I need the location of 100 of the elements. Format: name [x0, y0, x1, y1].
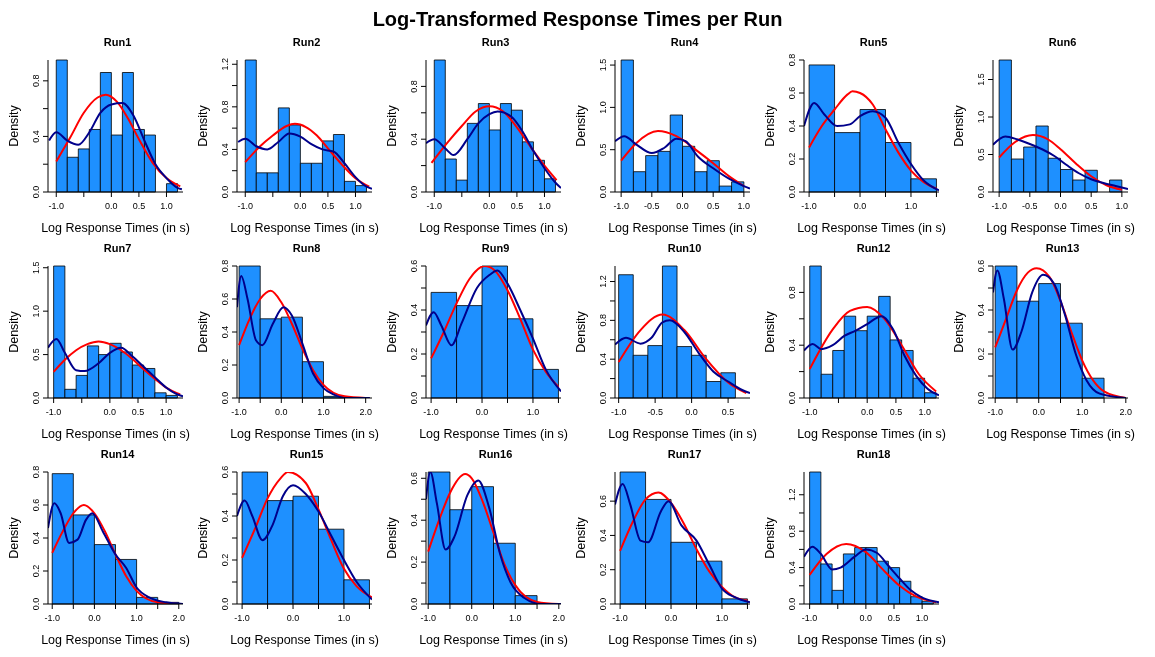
y-tick-label: 0.0	[598, 597, 608, 611]
x-tick-label: 0.0	[105, 201, 118, 211]
x-tick-label: -1.0	[237, 201, 254, 211]
y-tick-label: 0.5	[598, 143, 608, 156]
x-tick-label: 2.0	[359, 407, 372, 417]
y-tick-label: 0.6	[409, 472, 419, 485]
x-tick-label: 0.0	[465, 613, 478, 623]
x-tick-label: 0.0	[103, 407, 117, 417]
y-tick-label: 0.8	[787, 524, 797, 538]
x-tick-label: 1.0	[130, 613, 143, 623]
x-axis-title: Log Response Times (in s)	[986, 427, 1135, 441]
y-axis-title: Density	[574, 516, 588, 559]
x-tick-label: 0.0	[664, 613, 678, 623]
y-tick-label: 0.0	[976, 185, 986, 199]
chart-title: Run9	[480, 242, 511, 256]
x-tick-label: 0.5	[1084, 201, 1098, 211]
chart-title: Run6	[1047, 36, 1078, 50]
y-tick-label: 0.8	[787, 53, 797, 67]
y-tick-label: 0.4	[598, 352, 608, 366]
chart-title: Run3	[480, 36, 511, 50]
x-tick-label: 0.5	[887, 613, 901, 623]
x-axis-title: Log Response Times (in s)	[41, 427, 190, 441]
y-tick-label: 0.4	[220, 325, 230, 339]
y-tick-label: 0.2	[409, 347, 419, 361]
x-axis-title: Log Response Times (in s)	[608, 221, 757, 235]
x-tick-label: -1.0	[44, 613, 60, 623]
chart-title: Run16	[477, 448, 514, 462]
x-tick-label: -1.0	[991, 201, 1007, 211]
y-axis-title: Density	[574, 310, 588, 353]
y-tick-label: 0.4	[409, 303, 419, 317]
y-tick-label: 0.8	[220, 100, 230, 114]
x-tick-label: 0.0	[475, 407, 489, 417]
y-tick-label: 1.0	[31, 304, 41, 318]
x-tick-label: 1.0	[715, 613, 729, 623]
y-axis-title: Density	[952, 310, 966, 353]
y-tick-label: 1.5	[31, 261, 41, 274]
x-tick-label: 0.5	[131, 407, 145, 417]
y-tick-label: 0.6	[31, 498, 41, 512]
y-tick-label: 1.5	[598, 58, 608, 72]
x-tick-label: -0.5	[647, 407, 663, 417]
y-tick-label: 0.0	[220, 185, 230, 199]
x-axis-title: Log Response Times (in s)	[419, 427, 568, 441]
x-axis-title: Log Response Times (in s)	[41, 221, 190, 235]
y-tick-label: 0.0	[220, 391, 230, 405]
y-tick-label: 0.4	[220, 509, 230, 523]
x-tick-label: -1.0	[234, 613, 250, 623]
x-tick-label: 1.0	[915, 613, 929, 623]
y-tick-label: 0.8	[31, 465, 41, 479]
y-axis-title: Density	[7, 310, 21, 353]
x-tick-label: 2.0	[552, 613, 566, 623]
x-tick-label: 1.0	[737, 201, 751, 211]
chart-title: Run14	[99, 448, 136, 462]
y-axis-title: Density	[196, 516, 210, 559]
y-tick-label: 0.0	[31, 185, 41, 199]
x-tick-label: 1.0	[509, 613, 522, 623]
chart-title: Run15	[288, 448, 325, 462]
chart-title: Run13	[1044, 242, 1081, 256]
x-tick-label: 2.0	[172, 613, 186, 623]
y-tick-label: 0.0	[220, 597, 230, 611]
x-axis-title: Log Response Times (in s)	[608, 633, 757, 647]
x-tick-label: 1.0	[160, 201, 173, 211]
y-tick-label: 0.5	[976, 148, 986, 161]
x-tick-label: 0.5	[706, 201, 720, 211]
y-tick-label: 0.5	[31, 348, 41, 361]
x-tick-label: 0.0	[286, 613, 300, 623]
y-axis-title: Density	[763, 516, 777, 559]
x-tick-label: 0.0	[685, 407, 698, 417]
y-tick-label: 0.4	[598, 529, 608, 542]
x-tick-label: -1.0	[48, 201, 65, 211]
y-axis-title: Density	[952, 104, 966, 147]
x-tick-label: 0.5	[889, 407, 903, 417]
y-tick-label: 0.0	[31, 391, 41, 405]
y-tick-label: 0.8	[787, 286, 797, 299]
x-tick-label: -1.0	[987, 407, 1003, 417]
chart-title: Run2	[291, 36, 322, 50]
y-axis-title: Density	[385, 104, 399, 147]
x-tick-label: 0.0	[853, 201, 867, 211]
y-axis-title: Density	[574, 104, 588, 147]
x-tick-label: 1.0	[159, 407, 173, 417]
y-tick-label: 0.2	[409, 555, 419, 569]
x-tick-label: -1.0	[801, 613, 818, 623]
x-tick-label: 1.0	[317, 407, 330, 417]
x-tick-label: 1.0	[337, 613, 351, 623]
chart-title: Run4	[669, 36, 700, 50]
chart-title: Run12	[855, 242, 892, 256]
x-tick-label: 0.0	[859, 613, 873, 623]
x-axis-title: Log Response Times (in s)	[230, 427, 379, 441]
y-axis-title: Density	[7, 516, 21, 559]
text: Log-Transformed Response Times per Run	[371, 8, 784, 31]
y-tick-label: 0.6	[787, 86, 797, 100]
chart-title: Run5	[858, 36, 889, 50]
x-axis-title: Log Response Times (in s)	[41, 633, 190, 647]
y-tick-label: 0.6	[220, 292, 230, 306]
y-tick-label: 0.0	[409, 597, 419, 611]
x-tick-label: -0.5	[1022, 201, 1038, 211]
x-tick-label: 0.5	[721, 407, 735, 417]
y-tick-label: 0.2	[220, 553, 230, 567]
x-tick-label: 0.5	[132, 201, 146, 211]
y-tick-label: 0.2	[220, 358, 230, 372]
x-tick-label: 1.0	[349, 201, 362, 211]
